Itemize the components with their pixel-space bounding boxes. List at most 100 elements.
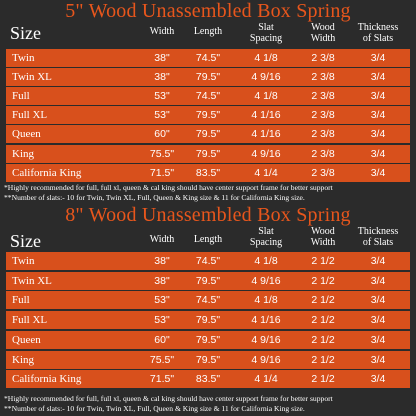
header-line: Slat [258,22,274,33]
width-cell: 53" [154,90,170,103]
length-header: Length [193,234,223,245]
header-line: Wood [311,226,335,237]
thickness-header: Thickness of Slats [350,226,406,248]
slat-spacing-cell: 4 9/16 [251,71,281,84]
length-cell: 79.5" [195,71,221,84]
size-header: Size [10,23,41,43]
length-cell: 79.5" [195,109,221,122]
header-line: of Slats [362,33,394,44]
wood-width-cell: 2 1/2 [311,314,335,327]
width-cell: 38" [154,255,170,267]
header-line: Spacing [249,237,283,248]
wood-width-cell: 2 1/2 [311,333,335,346]
section-title: 5" Wood Unassembled Box Spring [65,0,351,22]
wood-width-cell: 2 1/2 [311,353,335,366]
wood-width-cell: 2 1/2 [311,274,335,287]
width-cell: 38" [154,274,170,287]
header-line: of Slats [362,237,394,248]
size-name-cell: Twin XL [12,274,52,287]
width-cell: 71.5" [149,166,175,179]
wood-width-cell: 2 3/8 [311,147,335,160]
thickness-cell: 3/4 [370,294,386,307]
size-name-cell: California King [12,373,82,386]
slat-spacing-cell: 4 1/8 [254,294,278,307]
width-cell: 38" [154,71,170,84]
length-cell: 79.5" [195,314,221,327]
length-cell: 74.5" [195,52,221,64]
table-row: California King 71.5" 83.5" 4 1/4 2 3/8 3/4 [6,163,410,182]
thickness-cell: 3/4 [370,166,386,179]
slat-spacing-cell: 4 1/4 [254,166,278,179]
width-cell: 53" [154,294,170,307]
width-cell: 53" [154,109,170,122]
header-line: Thickness [357,226,399,237]
section-title: 8" Wood Unassembled Box Spring [65,204,351,226]
slat-spacing-cell: 4 1/8 [254,52,278,64]
width-cell: 75.5" [149,353,175,366]
thickness-cell: 3/4 [370,90,386,103]
thickness-cell: 3/4 [370,333,386,346]
table-row: California King 71.5" 83.5" 4 1/4 2 1/2 3/4 [6,370,410,389]
table-row: Queen 60" 79.5" 4 9/16 2 1/2 3/4 [6,330,410,349]
wood-width-cell: 2 3/8 [311,52,335,64]
thickness-cell: 3/4 [370,128,386,141]
size-name-cell: Twin [12,255,35,267]
slat-spacing-cell: 4 1/16 [251,314,281,327]
table-row: Twin 38" 74.5" 4 1/8 2 1/2 3/4 [6,252,410,270]
wood-width-header: Wood Width [298,22,348,44]
thickness-header: Thickness of Slats [350,22,406,44]
header-line: Wood [311,22,335,33]
size-name-cell: Queen [12,333,41,346]
size-name-cell: California King [12,166,82,179]
thickness-cell: 3/4 [370,255,386,267]
width-cell: 38" [154,52,170,64]
width-cell: 53" [154,314,170,327]
width-cell: 60" [154,333,170,346]
size-name-cell: Full [12,294,30,307]
length-cell: 83.5" [195,373,221,386]
slat-spacing-cell: 4 9/16 [251,274,281,287]
header-line: Slat [258,226,274,237]
table-row: Queen 60" 79.5" 4 1/16 2 3/8 3/4 [6,125,410,144]
wood-width-cell: 2 3/8 [311,90,335,103]
wood-width-cell: 2 3/8 [311,71,335,84]
slat-spacing-cell: 4 1/16 [251,109,281,122]
size-name-cell: Full XL [12,314,48,327]
length-cell: 74.5" [195,90,221,103]
table-row: Twin 38" 74.5" 4 1/8 2 3/8 3/4 [6,49,410,67]
width-header: Width [149,234,175,245]
table-row: King 75.5" 79.5" 4 9/16 2 1/2 3/4 [6,350,410,369]
table-row: Full 53" 74.5" 4 1/8 2 3/8 3/4 [6,87,410,106]
width-header: Width [149,26,175,37]
size-name-cell: Twin XL [12,71,52,84]
wood-width-cell: 2 3/8 [311,109,335,122]
width-cell: 60" [154,128,170,141]
slat-spacing-cell: 4 9/16 [251,353,281,366]
wood-width-cell: 2 1/2 [311,255,335,267]
length-cell: 79.5" [195,333,221,346]
table-row: Full XL 53" 79.5" 4 1/16 2 3/8 3/4 [6,106,410,125]
header-line: Thickness [357,22,399,33]
length-cell: 79.5" [195,147,221,160]
size-name-cell: Twin [12,52,35,64]
wood-width-cell: 2 3/8 [311,166,335,179]
table-row: Twin XL 38" 79.5" 4 9/16 2 1/2 3/4 [6,271,410,290]
support-note: *Highly recommended for full, full xl, q… [4,183,333,192]
slat-spacing-cell: 4 1/8 [254,90,278,103]
size-header: Size [10,231,41,251]
size-name-cell: Full [12,90,30,103]
wood-width-cell: 2 1/2 [311,373,335,386]
slat-spacing-cell: 4 9/16 [251,333,281,346]
thickness-cell: 3/4 [370,314,386,327]
wood-width-cell: 2 3/8 [311,128,335,141]
length-cell: 74.5" [195,294,221,307]
length-cell: 83.5" [195,166,221,179]
support-note: *Highly recommended for full, full xl, q… [4,394,333,403]
slat-spacing-cell: 4 1/4 [254,373,278,386]
slat-spacing-cell: 4 9/16 [251,147,281,160]
table-row: Full XL 53" 79.5" 4 1/16 2 1/2 3/4 [6,311,410,330]
length-cell: 74.5" [195,255,221,267]
table-row: King 75.5" 79.5" 4 9/16 2 3/8 3/4 [6,144,410,163]
thickness-cell: 3/4 [370,71,386,84]
thickness-cell: 3/4 [370,52,386,64]
